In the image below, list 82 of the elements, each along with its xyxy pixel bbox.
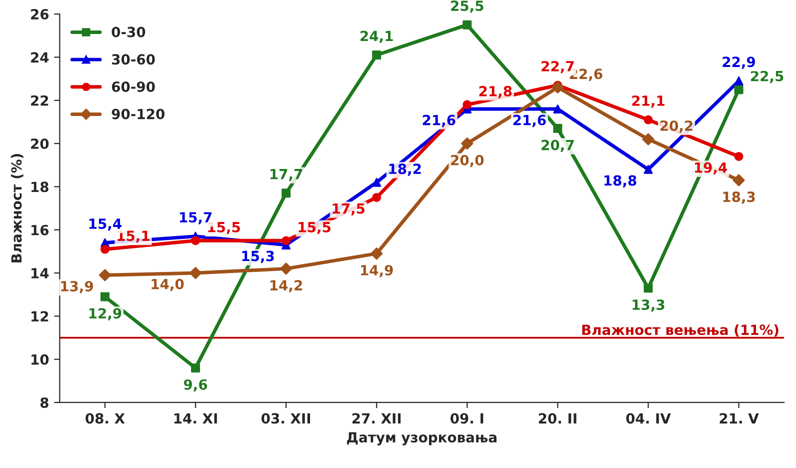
y-tick-label: 26	[31, 9, 49, 20]
data-label: 15,1	[118, 230, 150, 243]
point	[191, 236, 200, 246]
data-label: 20,2	[660, 120, 692, 133]
point	[189, 266, 202, 280]
point	[553, 124, 562, 133]
point	[644, 115, 653, 124]
data-label: 14,2	[270, 280, 302, 292]
data-label: 22,9	[722, 56, 756, 69]
data-label: 18,2	[389, 164, 421, 176]
y-tick-label: 8	[40, 397, 48, 408]
data-label: 19,4	[694, 162, 728, 175]
data-label: 20,7	[542, 140, 574, 152]
x-tick-label: 03. XII	[261, 413, 310, 424]
y-tick-label: 18	[32, 182, 48, 192]
x-tick-label: 27. XII	[352, 413, 401, 424]
data-label: 21,8	[479, 86, 512, 98]
y-tick-label: 16	[32, 224, 49, 236]
legend-label: 90-120	[112, 108, 165, 120]
point	[100, 292, 110, 302]
data-label: 9,6	[184, 379, 208, 392]
data-label: 18,3	[723, 192, 755, 204]
y-tick-label: 20	[31, 138, 49, 149]
point	[98, 269, 112, 282]
y-tick-label: 14	[32, 268, 49, 278]
legend-label: 0-30	[112, 26, 146, 38]
x-axis-title: Датум узорковања	[347, 432, 496, 446]
point	[461, 137, 474, 150]
point	[644, 284, 653, 293]
data-label: 15,5	[208, 222, 240, 234]
point	[462, 20, 472, 30]
data-label: 22,5	[750, 70, 784, 84]
point	[553, 104, 562, 114]
y-tick-label: 10	[32, 354, 49, 365]
point	[280, 262, 292, 275]
data-label: 13,3	[632, 299, 664, 312]
point	[372, 50, 382, 60]
data-label: 13,9	[61, 280, 93, 294]
data-label: 25,5	[451, 0, 484, 13]
legend-label: 60-90	[112, 81, 155, 92]
data-label: 15,4	[89, 218, 122, 231]
x-tick-label: 08. X	[86, 413, 125, 424]
point	[644, 164, 653, 174]
data-label: 17,5	[332, 203, 365, 216]
x-tick-label: 14. XI	[174, 413, 217, 424]
data-label: 18,8	[604, 175, 636, 188]
data-label: 12,9	[89, 308, 122, 320]
point	[734, 85, 744, 94]
point	[372, 192, 382, 202]
point	[282, 188, 291, 198]
x-tick-label: 20. II	[538, 413, 576, 424]
point	[642, 133, 654, 146]
legend-label: 30-60	[112, 54, 155, 65]
point	[100, 244, 110, 254]
point	[372, 178, 382, 187]
data-label: 14,9	[361, 264, 393, 278]
data-label: 24,1	[360, 30, 393, 44]
point	[552, 81, 564, 94]
data-label: 14,0	[152, 278, 184, 292]
point	[734, 76, 744, 86]
point	[734, 152, 744, 161]
x-tick-label: 21. V	[720, 413, 759, 424]
point	[370, 248, 383, 260]
x-tick-label: 09. I	[450, 413, 484, 424]
point	[191, 363, 200, 372]
ref-line-label: Влажност вењења (11%)	[582, 324, 778, 337]
data-label: 21,6	[513, 114, 546, 128]
y-tick-label: 22	[31, 95, 48, 106]
data-label: 15,7	[180, 212, 212, 224]
y-tick-label: 24	[31, 52, 49, 62]
data-label: 21,1	[632, 95, 664, 108]
y-axis-title: Влажност (%)	[10, 154, 24, 262]
data-label: 17,7	[270, 169, 302, 182]
y-tick-label: 12	[32, 311, 48, 322]
data-label: 20,0	[451, 154, 484, 168]
point	[462, 100, 472, 110]
data-label: 15,5	[298, 222, 330, 234]
data-label: 15,3	[242, 250, 274, 264]
point	[732, 174, 745, 186]
point	[282, 236, 291, 246]
data-label: 21,6	[422, 114, 456, 128]
x-tick-label: 04. IV	[626, 413, 671, 424]
